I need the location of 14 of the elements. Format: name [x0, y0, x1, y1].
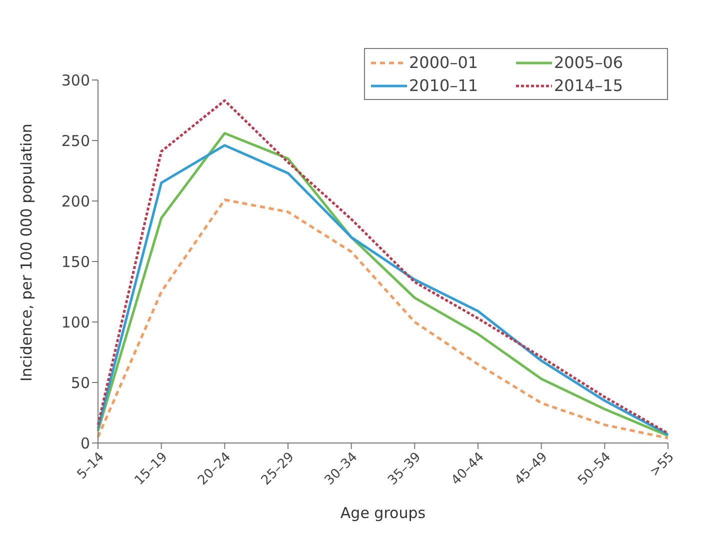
y-tick-label: 100 — [61, 313, 90, 332]
y-tick-label: 50 — [70, 374, 90, 392]
y-tick-label: 0 — [80, 434, 90, 452]
y-tick-label: 200 — [61, 192, 90, 210]
legend-label: 2010–11 — [409, 76, 478, 95]
legend-label: 2005–06 — [554, 53, 624, 72]
y-tick-label: 300 — [61, 71, 90, 90]
y-axis-title: Incidence, per 100 000 population — [17, 124, 36, 382]
line-series — [96, 198, 670, 440]
legend-label: 2014–15 — [554, 76, 624, 95]
y-tick-label: 150 — [61, 252, 90, 271]
y-tick-label: 250 — [61, 132, 90, 150]
x-axis-title: Age groups — [340, 504, 426, 522]
legend-label: 2000–01 — [409, 53, 478, 72]
